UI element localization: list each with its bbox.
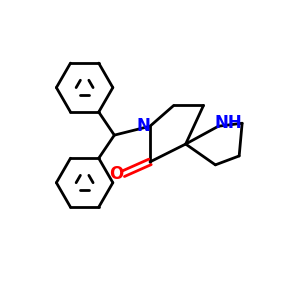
Text: O: O — [110, 165, 124, 183]
Text: N: N — [136, 117, 150, 135]
Text: NH: NH — [215, 114, 243, 132]
